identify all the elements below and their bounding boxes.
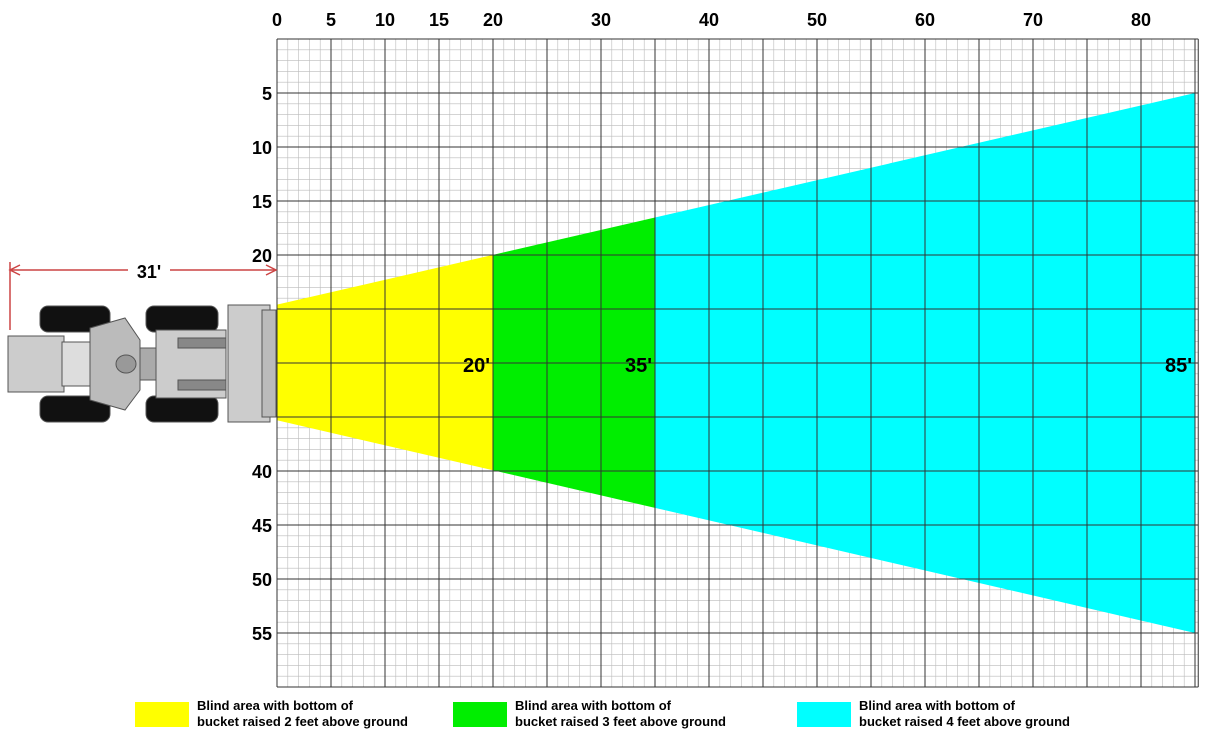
legend-text: Blind area with bottom of (859, 698, 1016, 713)
arrowheads (8, 264, 278, 276)
y-tick-label: 10 (252, 138, 272, 158)
zone-distance-label: 20' (463, 355, 490, 377)
x-tick-label: 40 (699, 10, 719, 30)
legend-text: bucket raised 3 feet above ground (515, 714, 726, 729)
x-tick-label: 60 (915, 10, 935, 30)
y-tick-label: 55 (252, 624, 272, 644)
dimension-label: 31' (137, 262, 161, 282)
x-tick-label: 20 (483, 10, 503, 30)
dimension-bg (128, 258, 170, 282)
x-tick-label: 15 (429, 10, 449, 30)
legend-swatch (453, 702, 507, 727)
wheel (39, 305, 111, 333)
wheel (145, 395, 219, 423)
x-tick-label: 5 (326, 10, 336, 30)
legend-text: bucket raised 4 feet above ground (859, 714, 1070, 729)
zone-distance-label: 35' (625, 355, 652, 377)
legend-text: Blind area with bottom of (197, 698, 354, 713)
legend-swatch (135, 702, 189, 727)
loader (7, 304, 277, 423)
wheel (39, 395, 111, 423)
grid-overlay (276, 38, 1199, 688)
bucket-edge (261, 309, 277, 418)
engine (61, 341, 93, 387)
y-tick-label: 20 (252, 246, 272, 266)
y-tick-label: 5 (262, 84, 272, 104)
legend-text: bucket raised 2 feet above ground (197, 714, 408, 729)
x-tick-label: 50 (807, 10, 827, 30)
y-tick-label: 15 (252, 192, 272, 212)
y-tick-label: 50 (252, 570, 272, 590)
x-tick-label: 0 (272, 10, 282, 30)
wheel (145, 305, 219, 333)
x-tick-label: 70 (1023, 10, 1043, 30)
cab (89, 317, 141, 411)
counterweight (7, 335, 65, 393)
x-tick-label: 30 (591, 10, 611, 30)
zone-distance-label: 85' (1165, 355, 1192, 377)
arm (177, 337, 227, 349)
legend-text: Blind area with bottom of (515, 698, 672, 713)
legend-swatch (797, 702, 851, 727)
y-tick-label: 40 (252, 462, 272, 482)
y-tick-label: 45 (252, 516, 272, 536)
seat (115, 354, 137, 374)
x-tick-label: 80 (1131, 10, 1151, 30)
arm (177, 379, 227, 391)
x-tick-label: 10 (375, 10, 395, 30)
joint (139, 347, 157, 381)
